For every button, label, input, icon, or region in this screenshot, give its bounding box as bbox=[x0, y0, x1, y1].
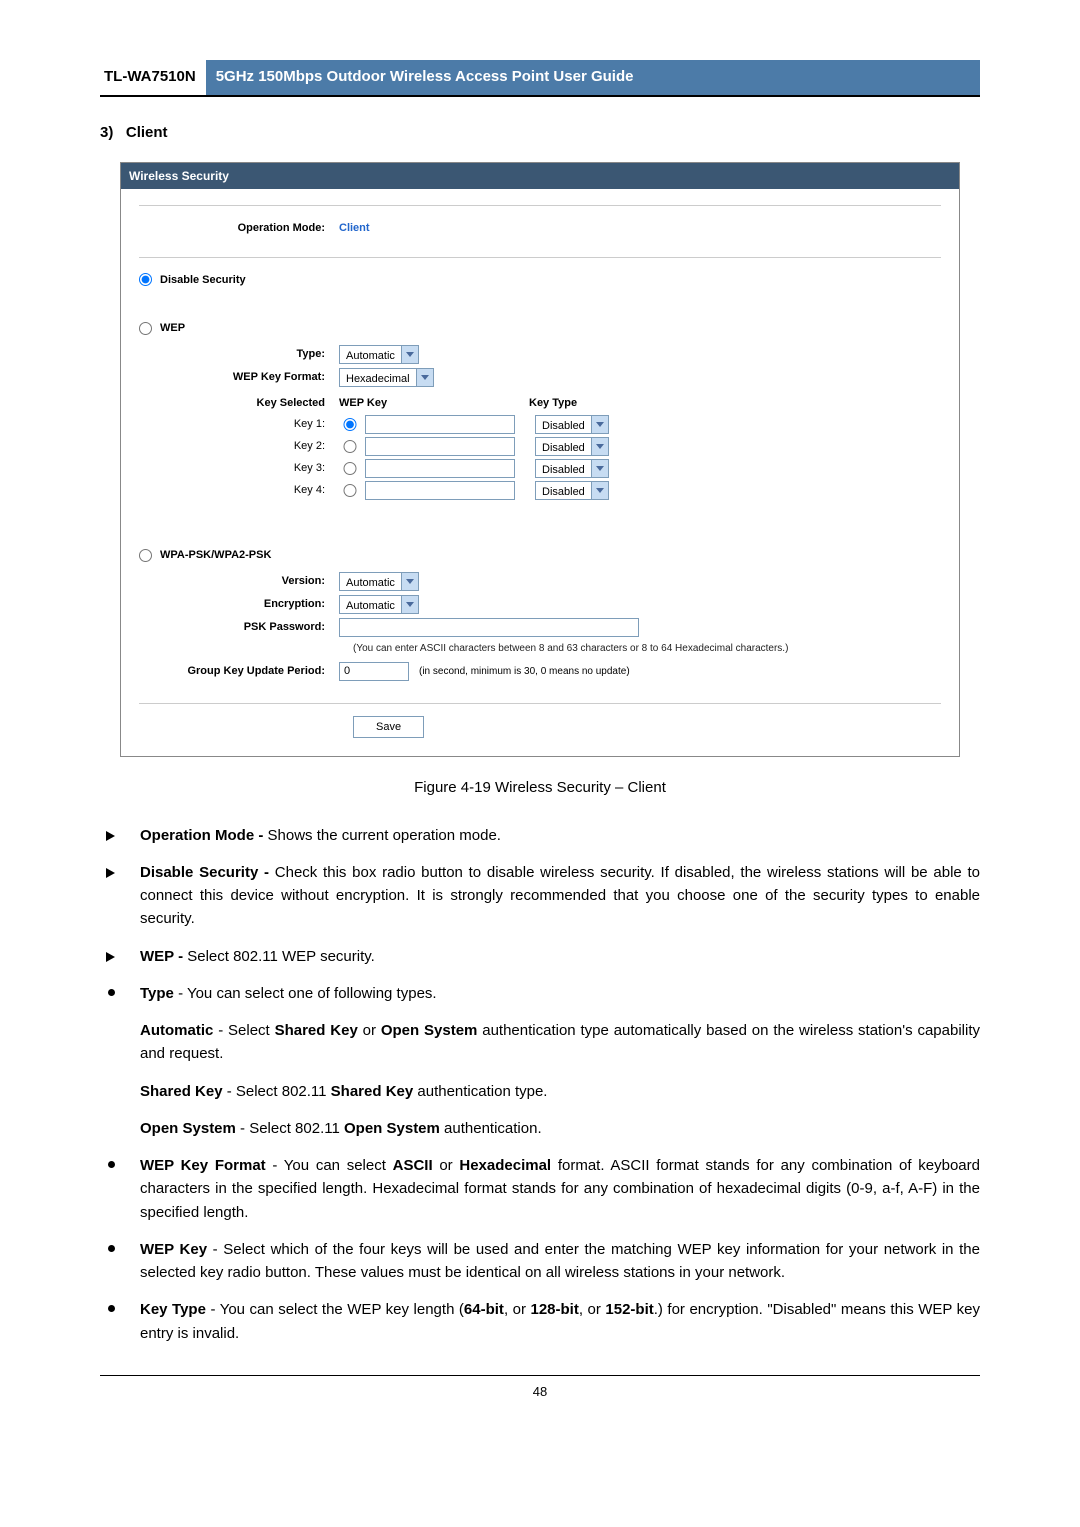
chevron-down-icon bbox=[591, 482, 608, 499]
chevron-down-icon bbox=[401, 346, 418, 363]
disable-security-label: Disable Security bbox=[160, 272, 246, 289]
psk-hint: (You can enter ASCII characters between … bbox=[353, 641, 941, 656]
key4-label: Key 4: bbox=[139, 482, 339, 499]
wpa-enc-label: Encryption: bbox=[139, 596, 339, 613]
wep-format-label: WEP Key Format: bbox=[139, 369, 339, 386]
key3-type-select[interactable]: Disabled bbox=[535, 459, 609, 478]
header-bar: TL-WA7510N 5GHz 150Mbps Outdoor Wireless… bbox=[100, 60, 980, 97]
bullet-list: WEP Key Format - You can select ASCII or… bbox=[100, 1154, 980, 1345]
list-item: WEP Key - Select which of the four keys … bbox=[100, 1238, 980, 1285]
gku-input[interactable] bbox=[339, 662, 409, 681]
key1-input[interactable] bbox=[365, 415, 515, 434]
list-item: Operation Mode - Shows the current opera… bbox=[100, 824, 980, 847]
op-mode-label: Operation Mode: bbox=[139, 220, 339, 237]
bullet-list: Type - You can select one of following t… bbox=[100, 982, 980, 1005]
key4-radio[interactable] bbox=[343, 484, 357, 497]
chevron-down-icon bbox=[591, 460, 608, 477]
key4-input[interactable] bbox=[365, 481, 515, 500]
wep-key-header: WEP Key bbox=[339, 395, 509, 412]
save-button[interactable]: Save bbox=[353, 716, 424, 739]
chevron-down-icon bbox=[591, 416, 608, 433]
key2-type-select[interactable]: Disabled bbox=[535, 437, 609, 456]
psk-label: PSK Password: bbox=[139, 619, 339, 636]
gku-hint: (in second, minimum is 30, 0 means no up… bbox=[419, 664, 630, 679]
section-heading: 3) Client bbox=[100, 122, 980, 145]
key2-input[interactable] bbox=[365, 437, 515, 456]
sub-block: Automatic - Select Shared Key or Open Sy… bbox=[140, 1019, 980, 1140]
wep-label: WEP bbox=[160, 320, 185, 337]
wep-type-label: Type: bbox=[139, 346, 339, 363]
chevron-down-icon bbox=[401, 573, 418, 590]
key3-input[interactable] bbox=[365, 459, 515, 478]
arrow-list: Operation Mode - Shows the current opera… bbox=[100, 824, 980, 968]
wpa-version-select[interactable]: Automatic bbox=[339, 572, 419, 591]
key4-type-select[interactable]: Disabled bbox=[535, 481, 609, 500]
key1-type-select[interactable]: Disabled bbox=[535, 415, 609, 434]
page-number: 48 bbox=[100, 1375, 980, 1402]
key2-label: Key 2: bbox=[139, 438, 339, 455]
guide-title: 5GHz 150Mbps Outdoor Wireless Access Poi… bbox=[206, 60, 980, 95]
key3-radio[interactable] bbox=[343, 462, 357, 475]
disable-security-radio[interactable] bbox=[139, 273, 152, 286]
chevron-down-icon bbox=[591, 438, 608, 455]
model-label: TL-WA7510N bbox=[100, 60, 206, 95]
key1-radio[interactable] bbox=[343, 418, 357, 431]
chevron-down-icon bbox=[416, 369, 433, 386]
list-item: Key Type - You can select the WEP key le… bbox=[100, 1298, 980, 1345]
wep-format-select[interactable]: Hexadecimal bbox=[339, 368, 434, 387]
wep-type-select[interactable]: Automatic bbox=[339, 345, 419, 364]
chevron-down-icon bbox=[401, 596, 418, 613]
key1-label: Key 1: bbox=[139, 416, 339, 433]
list-item: WEP - Select 802.11 WEP security. bbox=[100, 945, 980, 968]
wep-radio[interactable] bbox=[139, 322, 152, 335]
screenshot-wireless-security: Wireless Security Operation Mode: Client… bbox=[120, 162, 960, 757]
list-item: WEP Key Format - You can select ASCII or… bbox=[100, 1154, 980, 1224]
psk-input[interactable] bbox=[339, 618, 639, 637]
key2-radio[interactable] bbox=[343, 440, 357, 453]
op-mode-value: Client bbox=[339, 220, 370, 237]
key-type-header: Key Type bbox=[529, 395, 577, 412]
gku-label: Group Key Update Period: bbox=[139, 663, 339, 680]
wpa-label: WPA-PSK/WPA2-PSK bbox=[160, 547, 271, 564]
wpa-version-label: Version: bbox=[139, 573, 339, 590]
key-selected-header: Key Selected bbox=[139, 395, 339, 412]
list-item: Disable Security - Check this box radio … bbox=[100, 861, 980, 931]
wpa-radio[interactable] bbox=[139, 549, 152, 562]
panel-title: Wireless Security bbox=[121, 163, 959, 189]
list-item: Type - You can select one of following t… bbox=[100, 982, 980, 1005]
wpa-enc-select[interactable]: Automatic bbox=[339, 595, 419, 614]
figure-caption: Figure 4-19 Wireless Security – Client bbox=[100, 777, 980, 800]
key3-label: Key 3: bbox=[139, 460, 339, 477]
